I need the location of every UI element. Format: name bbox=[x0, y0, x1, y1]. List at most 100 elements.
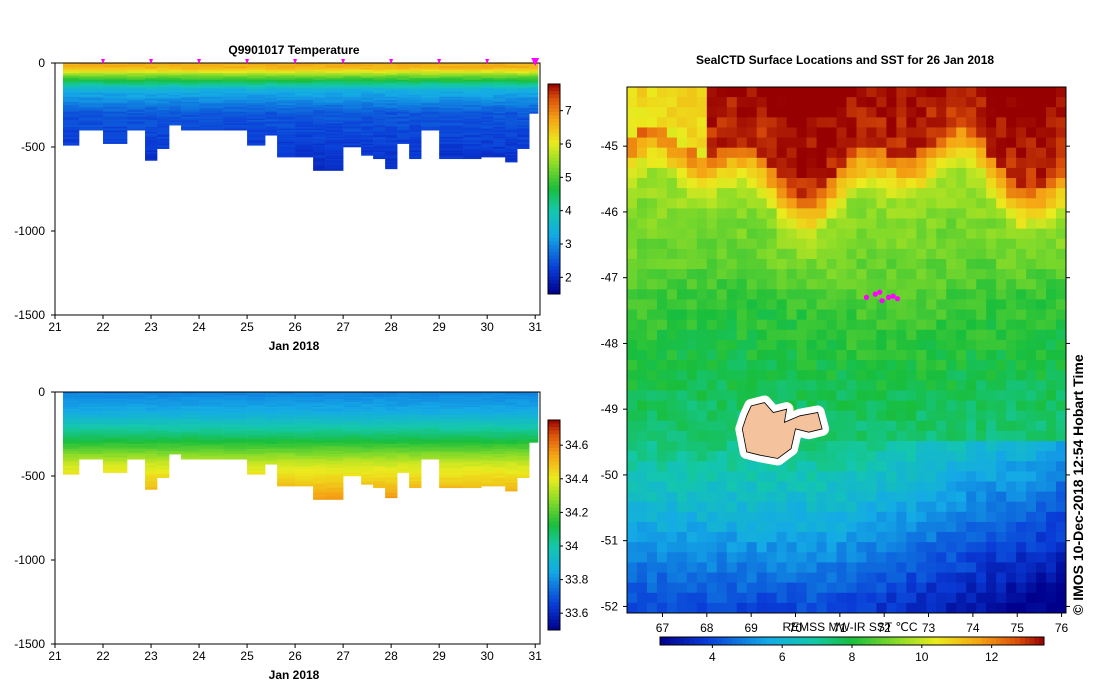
sst-cell bbox=[826, 309, 837, 321]
section-cell bbox=[385, 402, 398, 405]
section-cell bbox=[493, 447, 506, 450]
section-cell bbox=[157, 450, 170, 453]
section-cell bbox=[505, 103, 518, 106]
section-cell bbox=[439, 437, 464, 440]
section-cell bbox=[313, 413, 326, 416]
section-cell bbox=[385, 440, 398, 443]
section-cell bbox=[409, 417, 422, 420]
section-cell bbox=[517, 136, 530, 139]
section-cell bbox=[421, 437, 440, 440]
section-cell bbox=[463, 460, 482, 463]
section-cell bbox=[409, 106, 422, 109]
section-cell bbox=[505, 145, 518, 148]
sst-cell bbox=[906, 269, 917, 280]
section-cell bbox=[247, 425, 266, 428]
sst-cell bbox=[656, 228, 668, 240]
section-cell bbox=[517, 64, 530, 67]
sst-cell bbox=[986, 248, 997, 260]
section-cell bbox=[325, 135, 344, 138]
section-cell bbox=[247, 131, 266, 134]
section-cell bbox=[463, 420, 482, 423]
sst-cell bbox=[946, 258, 957, 270]
section-cell bbox=[103, 81, 128, 84]
sst-cell bbox=[936, 329, 947, 341]
section-cell bbox=[145, 145, 158, 148]
section-cell bbox=[247, 81, 266, 84]
section-cell bbox=[325, 64, 344, 67]
section-cell bbox=[223, 84, 248, 87]
sst-cell bbox=[1016, 137, 1027, 149]
sst-cell bbox=[746, 157, 758, 169]
section-cell bbox=[247, 78, 266, 81]
colorbar-segment bbox=[548, 245, 560, 249]
section-cell bbox=[157, 457, 170, 460]
section-cell bbox=[79, 74, 104, 77]
section-cell bbox=[157, 103, 170, 106]
section-cell bbox=[361, 145, 374, 148]
sst-cell bbox=[926, 420, 937, 432]
section-cell bbox=[325, 407, 344, 410]
sst-cell bbox=[766, 228, 778, 240]
sst-cell bbox=[1026, 137, 1037, 149]
colorbar-tick-label: 33.8 bbox=[565, 573, 589, 587]
sst-cell bbox=[846, 420, 857, 432]
section-cell bbox=[493, 63, 506, 65]
section-cell bbox=[295, 432, 314, 435]
section-cell bbox=[481, 469, 494, 472]
section-cell bbox=[247, 427, 266, 430]
section-cell bbox=[385, 106, 398, 109]
sst-cell bbox=[866, 228, 877, 240]
section-cell bbox=[277, 89, 296, 92]
section-cell bbox=[295, 479, 314, 482]
section-cell bbox=[439, 79, 464, 82]
sst-cell bbox=[786, 107, 798, 118]
section-cell bbox=[529, 79, 539, 82]
sst-cell bbox=[896, 269, 907, 280]
sst-cell bbox=[796, 289, 807, 300]
sst-cell bbox=[966, 87, 977, 98]
section-cell bbox=[373, 96, 386, 99]
section-cell bbox=[223, 427, 248, 430]
section-cell bbox=[79, 410, 104, 413]
section-cell bbox=[145, 442, 158, 445]
section-cell bbox=[277, 472, 296, 475]
sst-cell bbox=[756, 117, 768, 128]
section-cell bbox=[313, 94, 326, 97]
section-cell bbox=[385, 432, 398, 435]
section-cell bbox=[295, 481, 314, 484]
section-cell bbox=[493, 484, 506, 487]
sst-cell bbox=[1026, 167, 1037, 179]
section-cell bbox=[397, 73, 410, 76]
sst-cell bbox=[866, 481, 877, 493]
section-cell bbox=[463, 153, 482, 156]
sst-cell bbox=[726, 339, 738, 351]
section-cell bbox=[127, 412, 146, 415]
section-cell bbox=[63, 83, 80, 86]
section-cell bbox=[481, 417, 494, 420]
section-cell bbox=[481, 403, 494, 406]
sst-cell bbox=[976, 178, 987, 189]
section-cell bbox=[385, 136, 398, 139]
sst-cell bbox=[916, 339, 927, 351]
section-cell bbox=[373, 455, 386, 458]
section-cell bbox=[385, 444, 398, 447]
sst-cell bbox=[1026, 471, 1037, 482]
section-cell bbox=[247, 467, 266, 470]
section-cell bbox=[373, 435, 386, 438]
section-cell bbox=[463, 442, 482, 445]
section-cell bbox=[127, 66, 146, 69]
section-cell bbox=[385, 81, 398, 84]
section-cell bbox=[145, 460, 158, 463]
section-cell bbox=[463, 150, 482, 153]
section-cell bbox=[343, 427, 362, 430]
section-cell bbox=[481, 106, 494, 109]
x-tick-label: 31 bbox=[529, 649, 543, 663]
section-cell bbox=[223, 422, 248, 425]
section-cell bbox=[361, 148, 374, 151]
section-cell bbox=[505, 477, 518, 480]
section-cell bbox=[79, 78, 104, 81]
section-cell bbox=[127, 447, 146, 450]
section-cell bbox=[247, 93, 266, 96]
sst-cell bbox=[916, 441, 927, 452]
section-cell bbox=[409, 449, 422, 452]
